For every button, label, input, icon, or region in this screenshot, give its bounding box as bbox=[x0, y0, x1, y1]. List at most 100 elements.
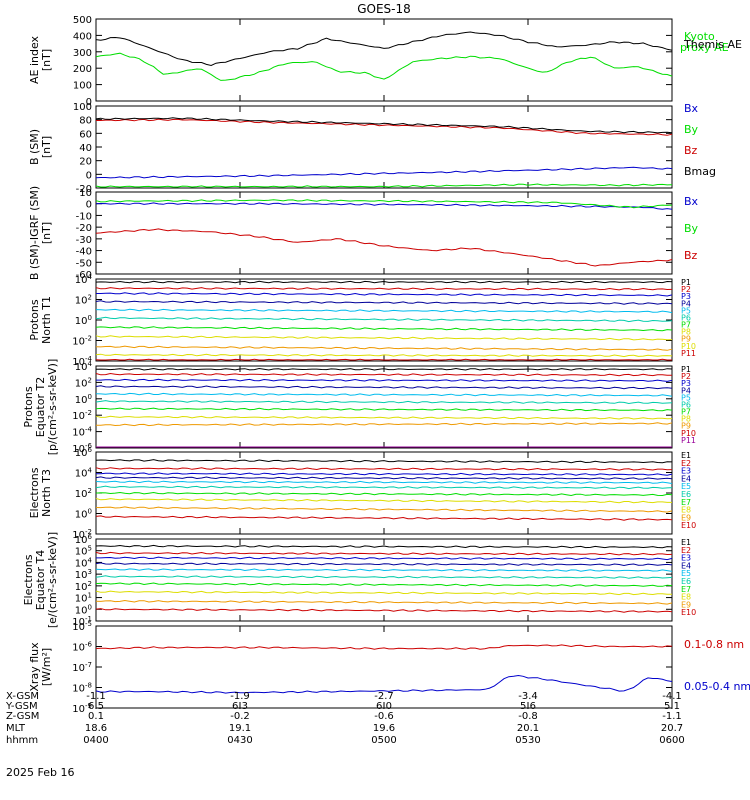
plot-title: GOES-18 bbox=[357, 2, 411, 16]
legend-label: P11 bbox=[681, 436, 696, 445]
legend-label: P5 bbox=[681, 393, 691, 402]
y-tick-label: 104 bbox=[75, 273, 93, 286]
legend-label: P1 bbox=[681, 365, 691, 374]
y-axis-label: [nT] bbox=[40, 49, 53, 71]
legend-label: P5 bbox=[681, 306, 691, 315]
legend-label: E3 bbox=[681, 467, 691, 476]
y-tick-label: 60 bbox=[79, 129, 92, 140]
legend-label: Kyoto proxy AE bbox=[680, 30, 729, 54]
series-line-0-1-0-8-nm bbox=[95, 644, 673, 650]
legend-label: P4 bbox=[681, 386, 691, 395]
ephemeris-value: 0.1 bbox=[88, 711, 104, 722]
ephemeris-value: 0400 bbox=[83, 735, 108, 746]
ephemeris-row-label: Z-GSM bbox=[6, 711, 39, 722]
legend-label: E6 bbox=[681, 577, 691, 586]
y-tick-label: 104 bbox=[75, 360, 93, 373]
series-line-p8 bbox=[95, 335, 673, 341]
y-tick-label: 0 bbox=[86, 97, 92, 108]
legend-label: E9 bbox=[681, 513, 691, 522]
legend-label: Bz bbox=[684, 144, 698, 157]
legend-label: E10 bbox=[681, 521, 696, 530]
legend-label: P6 bbox=[681, 313, 691, 322]
ephemeris-value: -1.9 bbox=[230, 691, 250, 702]
y-tick-label: -60 bbox=[76, 270, 92, 281]
series-line-e7 bbox=[95, 491, 673, 497]
ephemeris-value: 5.6 bbox=[520, 701, 536, 712]
series-line-p2 bbox=[95, 287, 673, 291]
series-line-e5 bbox=[95, 480, 673, 484]
ephemeris-value: -0.8 bbox=[518, 711, 538, 722]
ephemeris-value: 6.5 bbox=[88, 701, 104, 712]
ephemeris-value: -1.1 bbox=[86, 691, 106, 702]
y-tick-label: -20 bbox=[76, 184, 92, 195]
legend-label: Bz bbox=[684, 249, 698, 262]
legend-label: E9 bbox=[681, 600, 691, 609]
legend-label: E4 bbox=[681, 561, 691, 570]
panel-2: -20 0 20 40 60 80 100 B (SM) [nT] Bx By Bz Bmag bbox=[28, 102, 716, 195]
series-line-p5 bbox=[95, 308, 673, 314]
ephemeris-value: 19.6 bbox=[373, 723, 395, 734]
series-line-0-05-0-4-nm bbox=[95, 674, 673, 694]
series-line-p1 bbox=[95, 367, 673, 371]
y-tick-label: 102 bbox=[75, 376, 92, 389]
ephemeris-value: 18.6 bbox=[85, 723, 107, 734]
series-line-p2 bbox=[95, 372, 673, 377]
legend-label: By bbox=[684, 222, 699, 235]
ephemeris-value: -0.2 bbox=[230, 711, 250, 722]
series-line-e6 bbox=[95, 575, 673, 579]
series-line-e9 bbox=[95, 506, 673, 513]
legend-label: E4 bbox=[681, 474, 691, 483]
y-tick-label: 10-2 bbox=[72, 409, 92, 422]
y-tick-label: -20 bbox=[76, 223, 92, 234]
series-line-themis-ae bbox=[95, 31, 673, 67]
ephemeris-value: -3.4 bbox=[518, 691, 538, 702]
series-line-e6 bbox=[95, 485, 673, 490]
legend-label: Bx bbox=[684, 195, 699, 208]
y-axis-label: Electrons bbox=[28, 467, 41, 518]
ephemeris-value: -1.1 bbox=[662, 711, 682, 722]
y-tick-label: 102 bbox=[75, 294, 92, 307]
legend-label: E2 bbox=[681, 546, 691, 555]
y-axis-label: Equator T4 bbox=[34, 550, 47, 610]
y-tick-label: 0 bbox=[86, 200, 92, 211]
y-tick-label: 10-2 bbox=[72, 335, 92, 348]
y-tick-label: -30 bbox=[76, 235, 92, 246]
ephemeris-value: 0500 bbox=[371, 735, 396, 746]
y-axis-label: Xray flux bbox=[28, 642, 41, 692]
series-line-e4 bbox=[95, 562, 673, 567]
legend-label: E5 bbox=[681, 569, 691, 578]
y-tick-label: -10 bbox=[76, 211, 92, 222]
y-axis-label: North T3 bbox=[40, 469, 53, 517]
legend-label: By bbox=[684, 123, 699, 136]
y-tick-label: 100 bbox=[75, 508, 92, 521]
legend-label: P8 bbox=[681, 415, 691, 424]
series-line-p3 bbox=[96, 292, 673, 297]
ephemeris-value: -2.7 bbox=[374, 691, 394, 702]
series-line-p4 bbox=[95, 385, 673, 390]
ephemeris-value: 0430 bbox=[227, 735, 252, 746]
ephemeris-value: 20.7 bbox=[661, 723, 683, 734]
y-axis-label: Protons bbox=[22, 386, 35, 427]
series-line-by bbox=[95, 199, 673, 209]
series-line-e7 bbox=[95, 582, 673, 587]
series-line-p5 bbox=[95, 392, 673, 397]
series-line-e10 bbox=[95, 515, 673, 521]
ephemeris-value: 6.3 bbox=[232, 701, 248, 712]
y-tick-label: 106 bbox=[75, 446, 93, 459]
panel-frame bbox=[95, 538, 673, 622]
legend-label: E3 bbox=[681, 554, 691, 563]
series-line-bx bbox=[95, 166, 673, 179]
date-label: 2025 Feb 16 bbox=[6, 766, 74, 779]
ephemeris-row-label: X-GSM bbox=[6, 691, 39, 702]
y-tick-label: -50 bbox=[76, 258, 92, 269]
series-line-p9 bbox=[95, 422, 673, 427]
legend-label: P3 bbox=[681, 379, 691, 388]
y-tick-label: 500 bbox=[73, 15, 92, 26]
series-line-p10 bbox=[95, 353, 673, 358]
legend-label: E8 bbox=[681, 506, 691, 515]
series-line-e8 bbox=[95, 590, 672, 596]
